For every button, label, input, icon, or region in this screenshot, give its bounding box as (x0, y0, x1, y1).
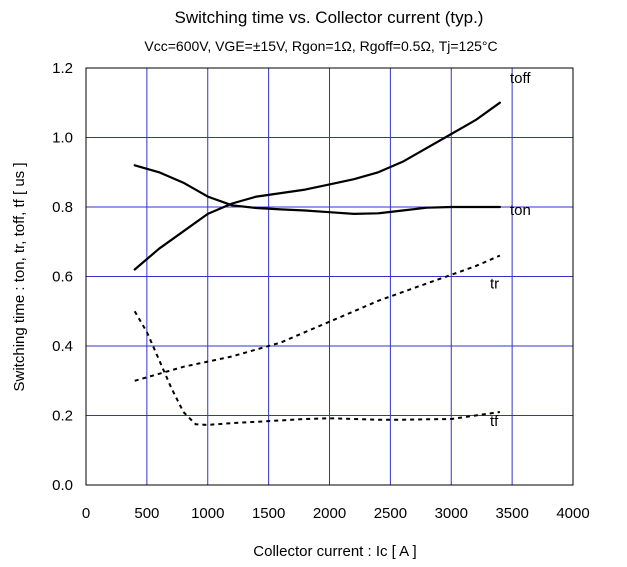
series-lines (133, 101, 501, 426)
grid (86, 68, 573, 485)
y-tick-label: 1.2 (52, 60, 73, 77)
y-tick-label: 0.4 (52, 338, 73, 355)
y-tick-label: 0.0 (52, 477, 73, 494)
series-label-tf: tf (490, 413, 499, 430)
x-tick-label: 3000 (435, 505, 468, 522)
x-axis-label: Collector current : Ic [ A ] (253, 543, 416, 560)
x-tick-label: 0 (82, 505, 90, 522)
tick-labels: 0 500 1000 1500 2000 2500 3000 3500 4000 0.0 0.2 0.… (52, 60, 590, 522)
x-tick-label: 2000 (313, 505, 346, 522)
y-axis-label: Switching time : ton, tr, toff, tf [ us … (11, 163, 28, 392)
y-tick-label: 0.8 (52, 199, 73, 216)
y-tick-label: 0.6 (52, 269, 73, 286)
series-line-tr (134, 254, 501, 382)
series-line-tf (133, 310, 501, 426)
series-line-ton (133, 164, 501, 215)
y-tick-label: 0.2 (52, 408, 73, 425)
x-tick-label: 1000 (191, 505, 224, 522)
x-tick-label: 500 (134, 505, 159, 522)
y-tick-label: 1.0 (52, 130, 73, 147)
series-label-toff: toff (510, 70, 531, 87)
series-label-ton: ton (510, 202, 531, 219)
chart-title: Switching time vs. Collector current (ty… (175, 8, 484, 27)
series-label-tr: tr (490, 276, 499, 293)
series-labels: toff ton tr tf (490, 70, 531, 430)
x-tick-label: 4000 (556, 505, 589, 522)
series-line-toff (133, 101, 501, 271)
chart-subtitle: Vcc=600V, VGE=±15V, Rgon=1Ω, Rgoff=0.5Ω,… (144, 38, 497, 54)
x-tick-label: 1500 (252, 505, 285, 522)
x-tick-label: 2500 (374, 505, 407, 522)
x-tick-label: 3500 (495, 505, 528, 522)
plot-area-frame (85, 67, 574, 486)
